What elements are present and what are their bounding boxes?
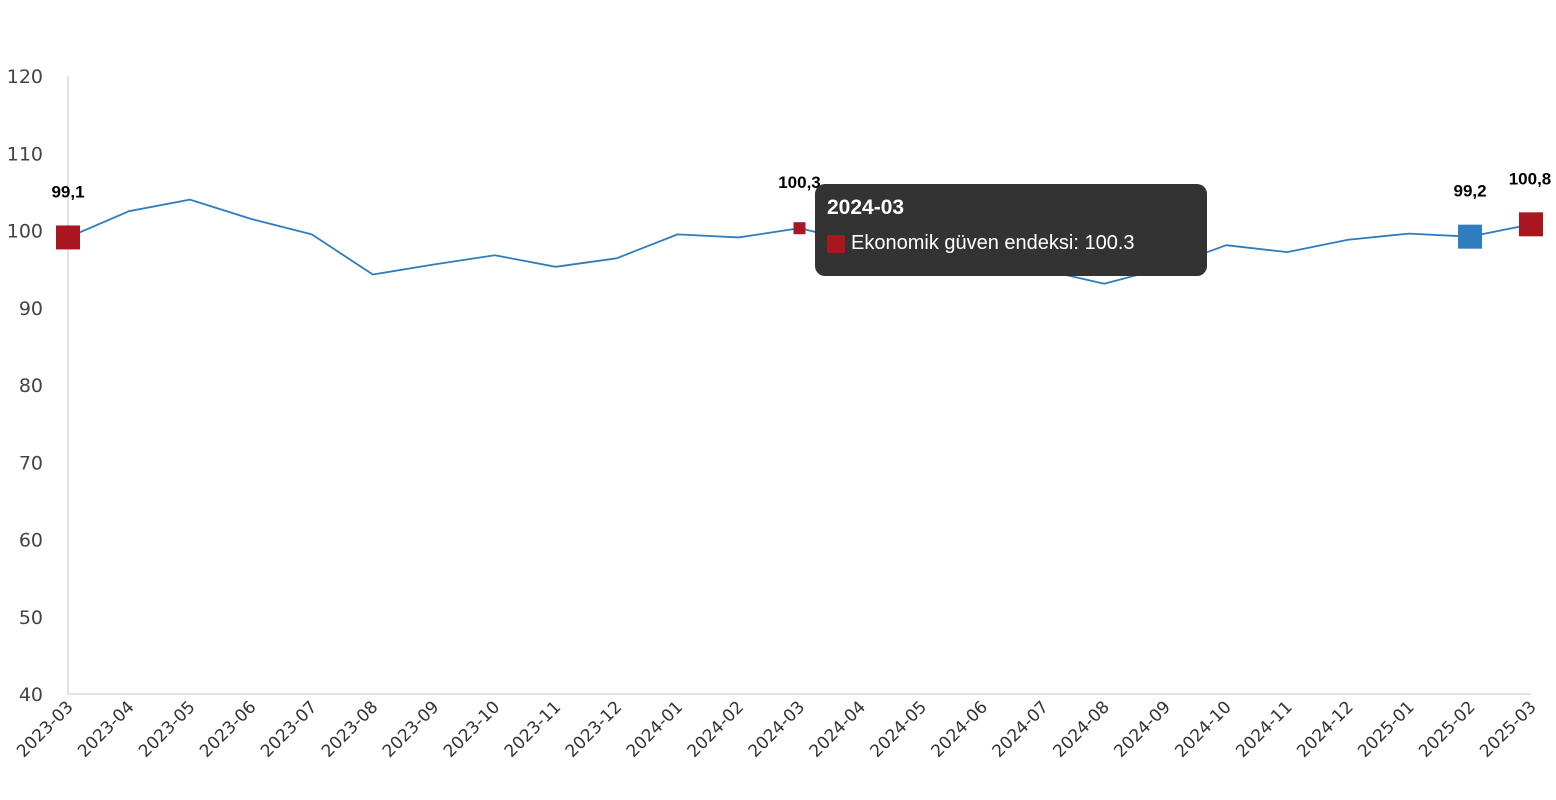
tooltip-text: Ekonomik güven endeksi: 100.3 [851, 232, 1135, 254]
x-tick-label: 2023-12 [562, 697, 626, 761]
y-tick-label: 100 [7, 221, 43, 243]
highlight-marker[interactable] [1519, 212, 1543, 237]
data-label: 99,2 [1453, 182, 1486, 201]
data-tooltip: 2024-03 Ekonomik güven endeksi: 100.3 [815, 184, 1207, 276]
highlight-marker[interactable] [793, 222, 806, 235]
x-tick-label: 2025-02 [1415, 697, 1479, 761]
x-tick-label: 2023-04 [74, 697, 138, 761]
y-tick-label: 60 [19, 530, 43, 552]
tooltip-title: 2024-03 [827, 196, 905, 219]
x-tick-label: 2024-01 [623, 697, 687, 761]
x-tick-label: 2023-03 [13, 697, 77, 761]
y-tick-label: 80 [19, 375, 43, 397]
x-tick-label: 2025-03 [1476, 697, 1540, 761]
y-tick-label: 120 [7, 66, 43, 88]
x-tick-label: 2023-05 [135, 697, 199, 761]
x-tick-label: 2024-04 [806, 697, 870, 761]
x-tick-label: 2023-11 [501, 697, 565, 761]
x-tick-label: 2025-01 [1354, 697, 1418, 761]
x-tick-label: 2024-03 [745, 697, 809, 761]
y-tick-label: 50 [19, 607, 43, 629]
x-tick-label: 2023-06 [196, 697, 260, 761]
series-line [67, 198, 1532, 285]
x-tick-label: 2024-11 [1232, 697, 1296, 761]
highlight-marker[interactable] [1458, 224, 1483, 249]
x-tick-label: 2024-02 [684, 697, 748, 761]
y-tick-label: 70 [19, 452, 43, 474]
x-tick-label: 2024-06 [928, 697, 992, 761]
tooltip-row: Ekonomik güven endeksi: 100.3 [827, 232, 1195, 255]
data-label: 99,1 [51, 182, 84, 201]
x-tick-label: 2024-05 [867, 697, 931, 761]
x-tick-label: 2023-09 [379, 697, 443, 761]
y-tick-label: 40 [19, 684, 43, 706]
x-tick-label: 2024-09 [1110, 697, 1174, 761]
x-tick-label: 2024-07 [989, 697, 1053, 761]
highlight-marker[interactable] [56, 225, 80, 250]
y-tick-label: 90 [19, 298, 43, 320]
data-label: 100,3 [778, 173, 821, 192]
x-tick-label: 2024-10 [1171, 697, 1235, 761]
y-tick-label: 110 [7, 143, 43, 165]
x-tick-label: 2023-10 [440, 697, 504, 761]
data-label: 100,8 [1509, 169, 1552, 188]
x-tick-label: 2023-08 [318, 697, 382, 761]
tooltip-swatch-icon [827, 234, 845, 253]
x-tick-label: 2023-07 [257, 697, 321, 761]
x-tick-label: 2024-12 [1293, 697, 1357, 761]
x-tick-label: 2024-08 [1049, 697, 1113, 761]
